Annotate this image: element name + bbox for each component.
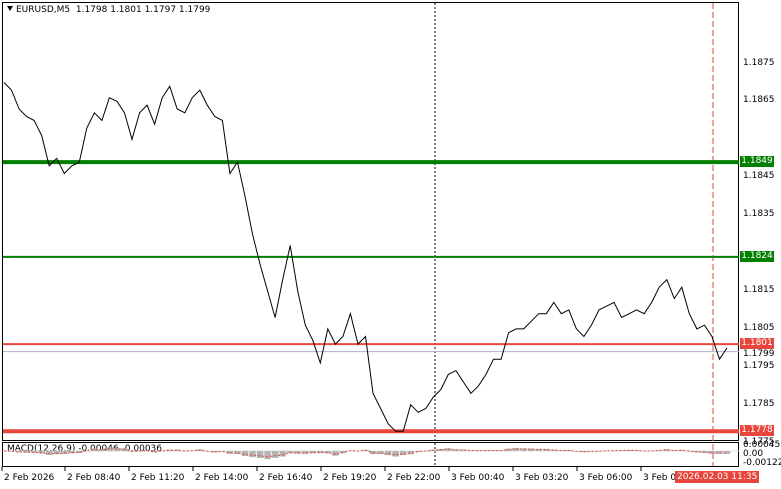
macd-histogram-bar: [723, 451, 731, 454]
price-axis-label: 1.1875: [743, 57, 775, 68]
macd-histogram-bar: [520, 448, 527, 451]
macd-histogram-bar: [234, 451, 241, 455]
time-axis-label: 3 Feb 03:20: [515, 473, 569, 483]
macd-histogram-bar: [53, 451, 60, 455]
macd-histogram-bar: [60, 451, 68, 455]
macd-histogram-bar: [219, 451, 226, 452]
macd-histogram-bar: [166, 449, 173, 451]
price-axis-label: 1.1815: [743, 284, 775, 295]
macd-histogram-bar: [249, 451, 256, 458]
price-axis-label: 1.1865: [743, 95, 775, 106]
macd-histogram-bar: [23, 451, 30, 453]
macd-histogram-bar: [475, 450, 482, 451]
price-axis-label: 1.1795: [743, 360, 775, 371]
macd-histogram-bar: [271, 451, 279, 458]
macd-histogram-bar: [445, 448, 452, 451]
macd-histogram-bar: [399, 451, 407, 456]
time-axis-label: 3 Feb 0: [643, 473, 677, 483]
macd-histogram-bar: [512, 447, 520, 451]
macd-axis-label: 0.00045: [743, 440, 781, 450]
price-series-line: [3, 82, 728, 432]
macd-pane[interactable]: MACD(12,26,9) -0.00046 -0.00036: [2, 442, 739, 467]
price-chart-pane[interactable]: EURUSD,M5 1.1798 1.1801 1.1797 1.1799: [2, 2, 739, 441]
macd-histogram-bar: [15, 451, 23, 453]
time-axis-label: 3 Feb 00:40: [451, 473, 505, 483]
symbol-label: EURUSD,M5: [16, 5, 71, 15]
macd-histogram-bar: [106, 447, 113, 451]
macd-histogram-bar: [68, 451, 76, 454]
time-cursor-badge: 2026.02.03 11:35: [675, 471, 760, 483]
macd-histogram-bar: [678, 449, 686, 451]
macd-histogram-bar: [173, 449, 181, 451]
macd-histogram-bar: [407, 451, 414, 455]
macd-histogram-bar: [671, 450, 678, 451]
macd-histogram-bar: [76, 451, 83, 453]
macd-histogram-bar: [588, 451, 595, 452]
macd-histogram-bar: [535, 448, 542, 451]
dropdown-triangle-icon[interactable]: [7, 6, 13, 11]
macd-histogram-bar: [663, 449, 671, 451]
macd-histogram-bar: [309, 451, 317, 454]
price-axis-label: 1.1805: [743, 322, 775, 333]
level-price-badge: 1.1849: [740, 156, 774, 168]
macd-axis-label: -0.00122: [743, 458, 781, 468]
macd-signal-line: [3, 447, 727, 458]
price-axis-label: 1.1775: [743, 436, 775, 447]
time-axis-label: 2 Feb 22:00: [387, 473, 441, 483]
macd-histogram-bar: [301, 451, 309, 454]
macd-histogram-bar: [294, 451, 301, 454]
price-axis-label: 1.1785: [743, 398, 775, 409]
macd-histogram-bar: [527, 448, 535, 451]
macd-histogram-bar: [241, 451, 249, 457]
macd-histogram-bar: [98, 449, 106, 451]
macd-histogram-bar: [384, 451, 392, 456]
level-price-badge: 1.1824: [740, 250, 774, 262]
macd-histogram-bar: [38, 451, 45, 454]
macd-histogram-bar: [264, 451, 271, 460]
price-axis-label: 1.1835: [743, 209, 775, 220]
macd-histogram-bar: [392, 451, 399, 457]
macd-histogram-bar: [181, 451, 189, 452]
macd-histogram-bar: [30, 451, 38, 453]
macd-histogram-bar: [151, 451, 158, 453]
macd-histogram-bar: [226, 451, 234, 454]
time-axis-label: 2 Feb 08:40: [67, 473, 121, 483]
time-axis-label: 2 Feb 19:20: [323, 473, 377, 483]
macd-histogram-bar: [716, 451, 723, 454]
time-axis-label: 2 Feb 16:40: [259, 473, 313, 483]
time-axis-label: 2 Feb 2026: [4, 473, 55, 483]
time-axis-label: 3 Feb 06:00: [579, 473, 633, 483]
macd-histogram-bar: [113, 447, 121, 451]
macd-histogram-bar: [618, 450, 625, 451]
macd-histogram-bar: [279, 451, 286, 457]
macd-histogram-bar: [91, 448, 98, 451]
macd-histogram-bar: [550, 449, 558, 451]
macd-histogram-bar: [460, 449, 467, 451]
macd-histogram-bar: [45, 451, 53, 455]
price-axis-label: 1.1845: [743, 171, 775, 182]
macd-histogram-bar: [377, 451, 384, 455]
macd-histogram-bar: [542, 448, 550, 451]
macd-histogram-bar: [324, 451, 332, 454]
macd-histogram-bar: [467, 450, 475, 451]
chart-title: EURUSD,M5 1.1798 1.1801 1.1797 1.1799: [7, 5, 210, 15]
level-price-badge: 1.1801: [740, 338, 774, 350]
macd-histogram-bar: [369, 451, 377, 455]
macd-histogram-bar: [414, 451, 422, 452]
macd-histogram-bar: [655, 450, 663, 451]
macd-histogram-bar: [708, 451, 716, 454]
ohlc-values: 1.1798 1.1801 1.1797 1.1799: [75, 5, 211, 15]
macd-histogram-bar: [256, 451, 264, 459]
time-axis-label: 2 Feb 11:20: [131, 473, 185, 483]
macd-histogram-bar: [686, 451, 693, 452]
macd-histogram-bar: [332, 451, 339, 456]
macd-label: MACD(12,26,9) -0.00046 -0.00036: [7, 444, 163, 454]
current-price-label: 1.1799: [743, 348, 775, 359]
time-axis-label: 2 Feb 14:00: [195, 473, 249, 483]
macd-axis-label: 0.00: [743, 449, 764, 459]
macd-histogram-bar: [317, 451, 324, 454]
macd-histogram-bar: [482, 450, 490, 451]
level-price-badge: 1.1778: [740, 425, 774, 437]
